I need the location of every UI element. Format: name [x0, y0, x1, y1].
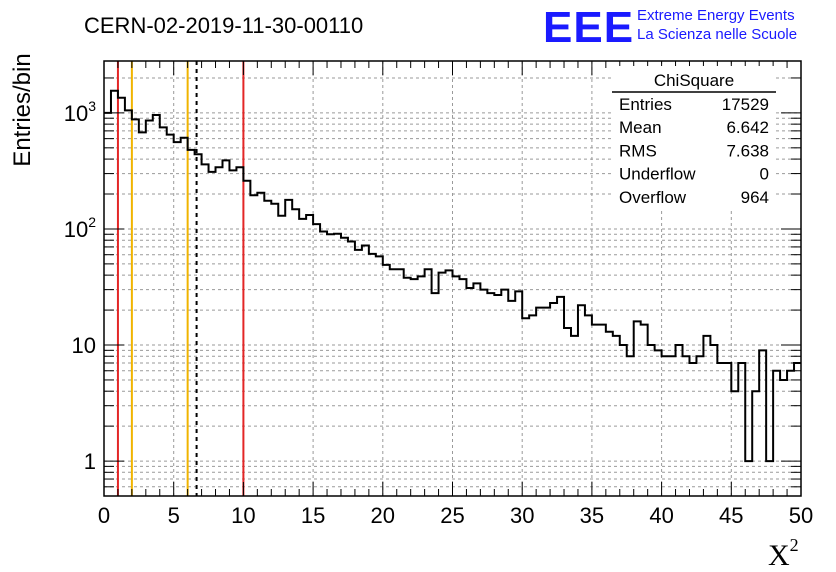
y-tick-label-exponent: 2: [88, 214, 96, 230]
eee-logo: EEE Extreme Energy Events La Scienza nel…: [543, 3, 797, 52]
stats-row-value: 17529: [722, 95, 769, 114]
vertical-marker-lines: [116, 61, 245, 496]
y-tick-label-exponent: 3: [88, 98, 96, 114]
stats-box-background: [612, 66, 776, 208]
stats-box-title: ChiSquare: [654, 71, 734, 90]
y-tick-label-base: 10: [64, 101, 88, 126]
y-tick-label-base: 10: [64, 217, 88, 242]
stats-row-label: Entries: [619, 95, 672, 114]
x-tick-label: 0: [98, 503, 110, 528]
x-axis-label: X2: [768, 535, 799, 572]
x-tick-label: 10: [231, 503, 255, 528]
x-axis-label-superscript: 2: [790, 535, 799, 555]
x-tick-label: 25: [440, 503, 464, 528]
stats-row-label: Underflow: [619, 165, 696, 184]
stats-row-value: 7.638: [726, 141, 769, 160]
stats-row-value: 964: [741, 188, 769, 207]
x-tick-label: 45: [719, 503, 743, 528]
histogram-series: [104, 89, 801, 463]
stats-row-value: 0: [760, 165, 769, 184]
run-title: CERN-02-2019-11-30-00110: [84, 13, 363, 38]
y-tick-label: 102: [64, 214, 96, 242]
x-tick-label: 20: [371, 503, 395, 528]
eee-logo-line1: Extreme Energy Events: [637, 7, 795, 24]
y-tick-label: 1: [84, 449, 96, 474]
stats-rows: Entries 17529 Mean 6.642 RMS 7.638 Underflow 0 O…: [619, 95, 769, 207]
axes: [103, 60, 802, 497]
y-axis-label: Entries/bin: [9, 53, 36, 166]
grid: [104, 61, 801, 496]
x-tick-label: 40: [649, 503, 673, 528]
stats-row-label: Mean: [619, 118, 662, 137]
eee-logo-text: EEE: [543, 3, 634, 52]
histogram-outline: [104, 89, 801, 463]
x-tick-label: 50: [789, 503, 813, 528]
stats-row-label: RMS: [619, 141, 657, 160]
stats-row-value: 6.642: [726, 118, 769, 137]
y-tick-label: 103: [64, 98, 96, 126]
x-tick-label: 15: [301, 503, 325, 528]
stats-row-label: Overflow: [619, 188, 687, 207]
x-axis-label-base: X: [768, 539, 790, 572]
x-tick-label: 30: [510, 503, 534, 528]
x-tick-label: 35: [580, 503, 604, 528]
stats-box: ChiSquare Entries 17529 Mean 6.642 RMS 7.638 U…: [612, 66, 776, 208]
eee-logo-line2: La Scienza nelle Scuole: [637, 26, 797, 43]
x-tick-label: 5: [168, 503, 180, 528]
y-tick-label: 10: [72, 333, 96, 358]
